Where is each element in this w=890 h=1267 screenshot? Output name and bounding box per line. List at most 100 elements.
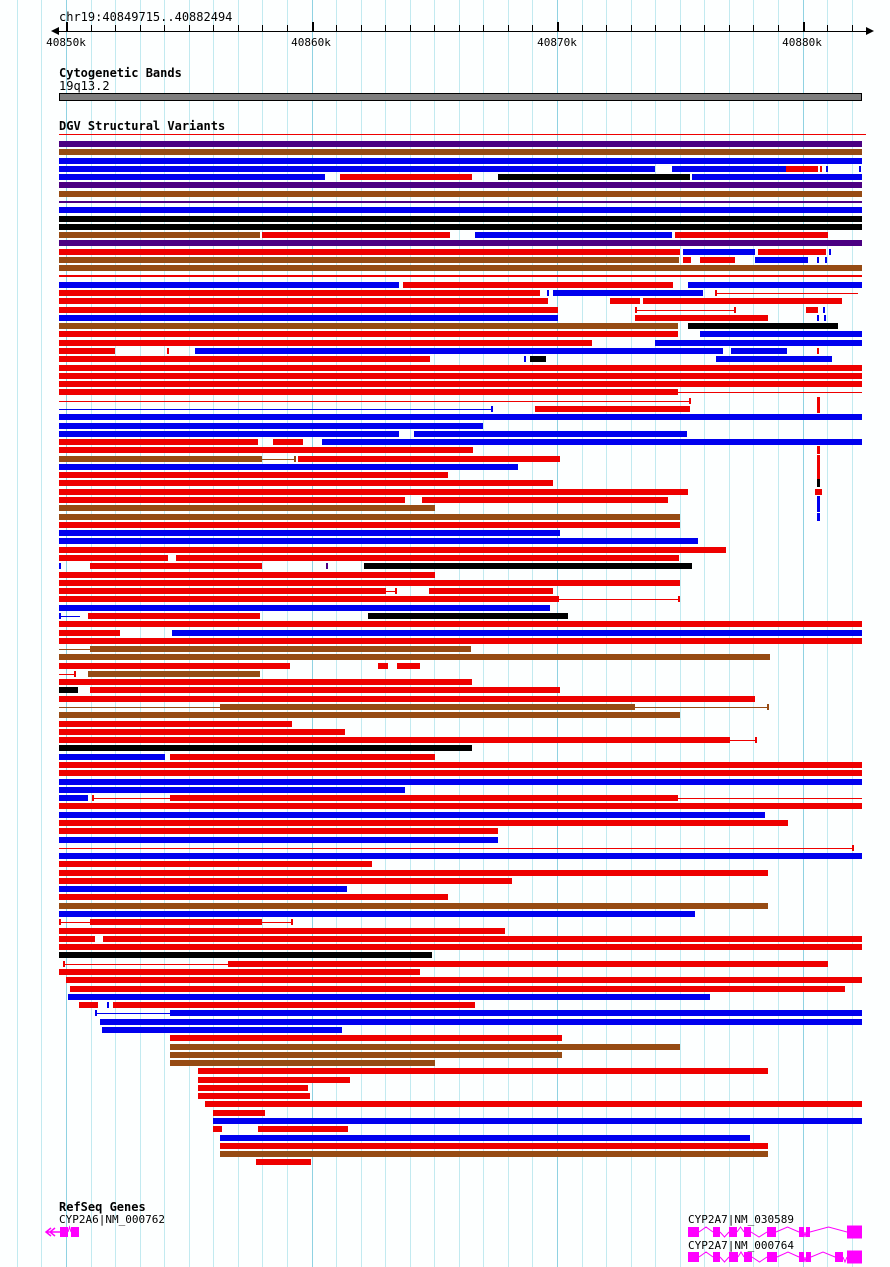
variant-bar[interactable] (170, 1035, 562, 1041)
variant-bar[interactable] (678, 392, 862, 393)
variant-bar[interactable] (59, 265, 862, 271)
variant-bar[interactable] (59, 464, 518, 470)
variant-bar[interactable] (170, 1044, 680, 1050)
variant-bar[interactable] (59, 605, 550, 611)
variant-bar[interactable] (59, 489, 688, 495)
variant-bar[interactable] (59, 803, 862, 809)
variant-bar[interactable] (59, 257, 679, 263)
variant-bar[interactable] (170, 1060, 435, 1066)
variant-bar[interactable] (672, 166, 786, 172)
variant-bar[interactable] (643, 298, 842, 304)
gene-exon[interactable] (799, 1252, 804, 1262)
gene-exon[interactable] (806, 1252, 811, 1262)
variant-bar[interactable] (824, 315, 826, 321)
variant-bar[interactable] (59, 323, 678, 329)
variant-bar[interactable] (59, 886, 347, 892)
variant-bar[interactable] (817, 315, 819, 321)
variant-bar[interactable] (817, 513, 820, 521)
variant-bar[interactable] (806, 307, 818, 313)
variant-bar[interactable] (262, 922, 292, 923)
variant-bar[interactable] (176, 555, 679, 561)
variant-bar[interactable] (59, 674, 75, 675)
variant-bar[interactable] (59, 207, 862, 213)
variant-bar[interactable] (59, 182, 862, 188)
variant-bar[interactable] (59, 240, 862, 246)
variant-bar[interactable] (59, 409, 492, 410)
gene-exon[interactable] (847, 1225, 862, 1239)
gene-exon[interactable] (688, 1252, 699, 1262)
variant-bar[interactable] (59, 712, 680, 718)
variant-bar[interactable] (59, 572, 435, 578)
variant-bar[interactable] (79, 1002, 98, 1008)
variant-bar[interactable] (262, 459, 295, 460)
variant-bar[interactable] (59, 848, 853, 849)
variant-bar[interactable] (817, 471, 820, 479)
gene-exon[interactable] (744, 1252, 752, 1262)
gene-glyph[interactable] (43, 1222, 82, 1242)
variant-bar[interactable] (817, 504, 820, 512)
variant-bar[interactable] (716, 356, 832, 362)
variant-bar[interactable] (700, 331, 862, 337)
variant-bar[interactable] (59, 158, 862, 164)
variant-bar[interactable] (59, 649, 90, 650)
variant-bar[interactable] (59, 423, 483, 429)
variant-bar[interactable] (59, 638, 862, 644)
variant-bar[interactable] (59, 307, 558, 313)
variant-bar[interactable] (170, 754, 435, 760)
gene-exon[interactable] (688, 1227, 699, 1237)
variant-bar[interactable] (59, 547, 726, 553)
variant-bar[interactable] (198, 1085, 308, 1091)
variant-bar[interactable] (59, 456, 262, 462)
variant-bar[interactable] (817, 446, 820, 454)
variant-bar[interactable] (258, 1126, 348, 1132)
variant-bar[interactable] (59, 588, 386, 594)
variant-bar[interactable] (59, 580, 680, 586)
variant-bar[interactable] (817, 479, 820, 487)
gene-exon[interactable] (729, 1227, 737, 1237)
variant-bar[interactable] (59, 936, 95, 942)
variant-bar[interactable] (731, 348, 787, 354)
gene-exon[interactable] (767, 1227, 776, 1237)
variant-bar[interactable] (113, 1002, 475, 1008)
variant-bar[interactable] (635, 315, 768, 321)
variant-bar[interactable] (817, 405, 820, 413)
variant-bar[interactable] (59, 687, 78, 693)
variant-bar[interactable] (59, 621, 862, 627)
gene-glyph[interactable] (685, 1247, 865, 1267)
variant-bar[interactable] (817, 348, 819, 354)
variant-bar[interactable] (262, 232, 450, 238)
variant-bar[interactable] (59, 779, 862, 785)
gene-exon[interactable] (713, 1227, 720, 1237)
variant-bar[interactable] (92, 798, 170, 799)
variant-bar[interactable] (68, 994, 710, 1000)
variant-bar[interactable] (59, 563, 61, 569)
variant-bar[interactable] (59, 729, 345, 735)
variant-bar[interactable] (675, 232, 828, 238)
variant-bar[interactable] (59, 315, 558, 321)
variant-bar[interactable] (273, 439, 303, 445)
variant-bar[interactable] (172, 630, 862, 636)
variant-bar[interactable] (817, 257, 819, 263)
variant-bar[interactable] (59, 201, 862, 203)
variant-bar[interactable] (59, 472, 448, 478)
variant-bar[interactable] (59, 745, 472, 751)
variant-bar[interactable] (59, 928, 505, 934)
variant-bar[interactable] (397, 663, 420, 669)
variant-bar[interactable] (59, 616, 80, 617)
gene-exon[interactable] (806, 1227, 810, 1237)
variant-bar[interactable] (817, 455, 820, 463)
variant-bar[interactable] (59, 340, 592, 346)
variant-bar[interactable] (59, 787, 405, 793)
variant-bar[interactable] (59, 480, 553, 486)
variant-bar[interactable] (59, 737, 730, 743)
variant-bar[interactable] (88, 671, 260, 677)
variant-bar[interactable] (322, 439, 862, 445)
variant-bar[interactable] (755, 257, 808, 263)
variant-bar[interactable] (610, 298, 640, 304)
variant-bar[interactable] (256, 1159, 311, 1165)
variant-bar[interactable] (59, 497, 405, 503)
variant-bar[interactable] (59, 174, 325, 180)
variant-bar[interactable] (198, 1093, 310, 1099)
variant-bar[interactable] (100, 1019, 862, 1025)
variant-bar[interactable] (70, 986, 845, 992)
